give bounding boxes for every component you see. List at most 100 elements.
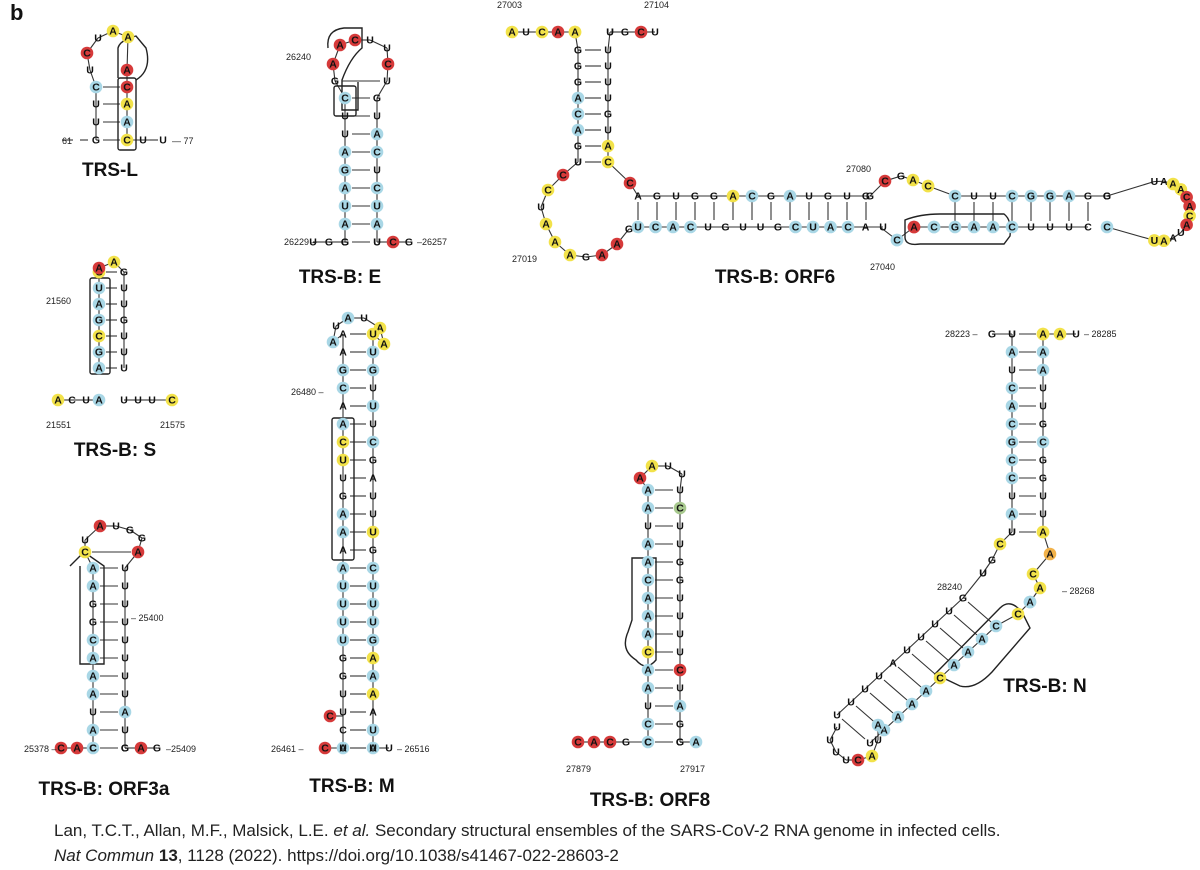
svg-text:C: C	[123, 82, 131, 94]
nucleotide-U: U	[120, 299, 128, 311]
svg-text:A: A	[121, 707, 129, 719]
nucleotide-U: U	[805, 191, 813, 203]
nucleotide-U: U	[879, 222, 887, 234]
nucleotide-U: U	[604, 93, 612, 105]
nucleotide-C: C	[78, 545, 92, 559]
svg-text:C: C	[951, 191, 959, 203]
svg-text:A: A	[644, 485, 652, 497]
svg-text:U: U	[1008, 527, 1016, 539]
svg-text:G: G	[95, 347, 103, 359]
svg-text:U: U	[373, 111, 381, 123]
svg-text:G: G	[341, 237, 349, 249]
svg-text:C: C	[89, 743, 97, 755]
nucleotide-C: C	[1100, 220, 1114, 234]
svg-text:U: U	[369, 329, 377, 341]
nucleotide-U: U	[366, 345, 380, 359]
nucleotide-C: C	[339, 725, 347, 737]
nucleotide-G: G	[89, 617, 97, 629]
svg-text:G: G	[89, 599, 97, 611]
svg-text:U: U	[879, 222, 887, 234]
position-label: –26257	[417, 237, 447, 247]
nucleotide-C: C	[541, 183, 555, 197]
nucleotide-U: U	[120, 395, 128, 407]
svg-text:A: A	[1186, 201, 1194, 213]
svg-text:C: C	[644, 647, 652, 659]
svg-text:G: G	[138, 533, 146, 545]
position-label: –25409	[166, 744, 196, 754]
svg-text:G: G	[767, 191, 775, 203]
svg-text:U: U	[81, 535, 89, 547]
nucleotide-A: A	[610, 237, 624, 251]
nucleotide-U: U	[112, 521, 120, 533]
nucleotide-U: U	[1027, 222, 1035, 234]
svg-text:U: U	[373, 201, 381, 213]
nucleotide-A: A	[601, 139, 615, 153]
nucleotide-G: G	[1039, 455, 1047, 467]
svg-text:U: U	[1151, 176, 1159, 188]
svg-text:A: A	[729, 191, 737, 203]
svg-text:A: A	[648, 461, 656, 473]
nucleotide-G: G	[866, 191, 874, 203]
svg-text:G: G	[92, 135, 100, 147]
nucleotide-A: A	[726, 189, 740, 203]
svg-text:U: U	[1039, 401, 1047, 413]
nucleotide-A: A	[986, 220, 1000, 234]
nucleotide-A: A	[1036, 363, 1050, 377]
nucleotide-A: A	[587, 735, 601, 749]
svg-text:U: U	[979, 568, 987, 580]
svg-text:U: U	[917, 632, 925, 644]
svg-text:G: G	[676, 737, 684, 749]
nucleotide-C: C	[641, 717, 655, 731]
nucleotide-G: G	[574, 77, 582, 89]
nucleotide-G: G	[622, 737, 630, 749]
position-label: 21560	[46, 296, 71, 306]
nucleotide-C: C	[989, 619, 1003, 633]
svg-text:U: U	[574, 157, 582, 169]
position-label: 26229 –	[284, 237, 317, 247]
svg-text:A: A	[644, 503, 652, 515]
nucleotide-U: U	[94, 33, 102, 45]
svg-text:A: A	[692, 737, 700, 749]
svg-text:U: U	[634, 222, 642, 234]
nucleotide-G: G	[621, 27, 629, 39]
svg-text:C: C	[326, 711, 334, 723]
nucleotide-U: U	[833, 722, 841, 734]
nucleotide-A: A	[1157, 234, 1171, 247]
svg-text:A: A	[73, 743, 81, 755]
nucleotide-A: A	[338, 145, 352, 159]
svg-text:A: A	[329, 337, 337, 349]
svg-text:C: C	[1008, 473, 1016, 485]
svg-text:G: G	[341, 237, 349, 249]
citation: Lan, T.C.T., Allan, M.F., Malsick, L.E. …	[54, 818, 1174, 868]
svg-text:G: G	[691, 191, 699, 203]
svg-text:C: C	[637, 27, 645, 39]
svg-text:U: U	[1027, 222, 1035, 234]
nucleotide-G: G	[89, 599, 97, 611]
svg-text:U: U	[121, 671, 129, 683]
position-label: – 25400	[131, 613, 164, 623]
position-labels: 61 — 77 21551 21575 21560 26229 – –26257 26240 2…	[24, 0, 1117, 774]
nucleotide-G: G	[138, 533, 146, 545]
svg-text:C: C	[1183, 192, 1191, 204]
svg-text:G: G	[676, 557, 684, 569]
nucleotide-A: A	[120, 63, 134, 77]
svg-text:A: A	[369, 671, 377, 683]
nucleotide-C: C	[366, 435, 380, 449]
nucleotide-G: G	[676, 557, 684, 569]
nucleotide-A: A	[341, 311, 355, 325]
nucleotide-U: U	[866, 738, 874, 750]
nucleotide-U: U	[148, 395, 156, 407]
nucleotide-U: U	[369, 419, 377, 431]
nucleotide-C: C	[841, 220, 855, 234]
nucleotide-A: A	[641, 591, 655, 605]
nucleotide-A: A	[865, 749, 879, 763]
nucleotide-U: U	[672, 191, 680, 203]
nucleotide-G: G	[676, 737, 684, 749]
svg-text:C: C	[1008, 383, 1016, 395]
svg-text:U: U	[121, 617, 129, 629]
svg-text:A: A	[574, 125, 582, 137]
nucleotide-G: G	[710, 191, 718, 203]
svg-text:A: A	[339, 401, 347, 413]
svg-text:C: C	[351, 35, 359, 47]
nucleotide-A: A	[366, 651, 380, 665]
